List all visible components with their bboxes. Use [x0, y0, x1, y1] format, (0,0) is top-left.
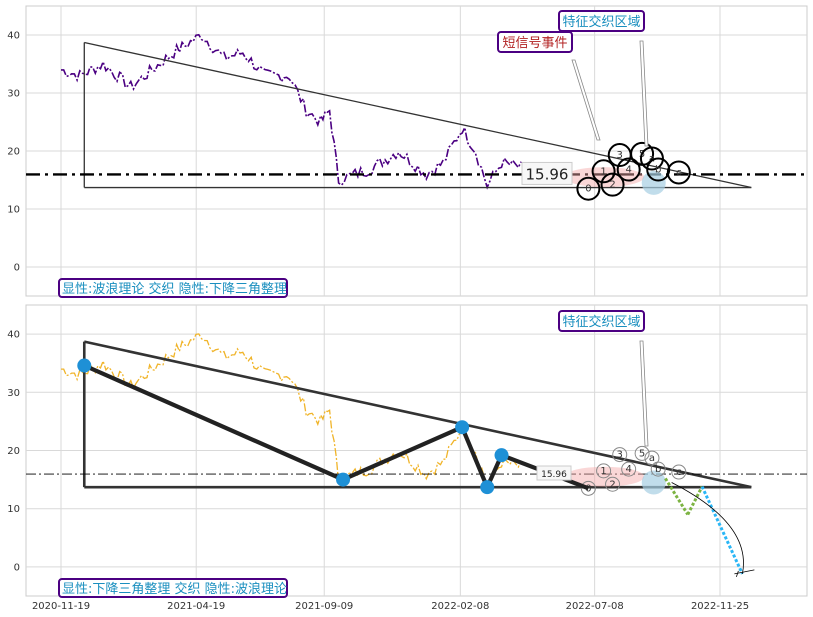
- wave-marker: [580, 480, 596, 496]
- x-tick-label: 2021-09-09: [295, 601, 353, 612]
- wave-marker: [591, 159, 616, 184]
- wave-marker-label: 1: [600, 466, 606, 477]
- y-tick-label: 40: [7, 31, 20, 42]
- wave-marker: [612, 447, 628, 463]
- wave-marker-label: 0: [585, 483, 591, 494]
- x-tick-label: 2021-04-19: [167, 601, 225, 612]
- wave-marker: [671, 464, 687, 480]
- pivot-point: [336, 472, 351, 487]
- wave-marker: [650, 461, 666, 477]
- feature-zone-box: [558, 310, 645, 332]
- triangle-upper-line: [84, 340, 752, 489]
- wave-marker-label: 2: [609, 180, 615, 191]
- triangle-upper-line: [84, 41, 752, 189]
- wave-marker: [576, 176, 601, 201]
- y-tick-label: 0: [14, 562, 20, 573]
- panel-caption: 显性:波浪理论 交织 隐性:下降三角整理: [58, 278, 288, 298]
- forecast-segment: [686, 485, 704, 516]
- wave-marker-label: c: [676, 467, 682, 478]
- caption-box: [58, 578, 288, 598]
- x-tick-label: 2022-11-25: [691, 601, 749, 612]
- wave-marker-label: b: [655, 464, 661, 475]
- short-signal-text: 短信号事件: [502, 36, 567, 51]
- y-tick-label: 0: [14, 263, 20, 274]
- short-signal-arrow: [571, 59, 601, 141]
- y-tick-label: 10: [7, 504, 20, 515]
- wave-path: [83, 363, 590, 493]
- wave-marker: [646, 157, 671, 182]
- price-series: [61, 33, 522, 190]
- panel-caption: 显性:下降三角整理 交织 隐性:波浪理论: [58, 578, 288, 598]
- y-tick-label: 20: [7, 446, 20, 457]
- wave-marker-label: a: [649, 154, 655, 165]
- wave-marker-label: 4: [625, 464, 631, 475]
- price-level-box: [521, 161, 573, 185]
- feature-zone-text: 特征交织区域: [562, 14, 640, 30]
- y-tick-label: 30: [7, 89, 20, 100]
- wave-marker-label: 2: [609, 479, 615, 490]
- wave-marker: [616, 157, 641, 182]
- feature-zone-callout: 特征交织区域: [558, 10, 649, 147]
- feature-zone-dot: [641, 170, 666, 195]
- feature-zone-dot: [641, 470, 666, 495]
- wave-marker: [666, 160, 691, 185]
- price-series: [61, 333, 522, 489]
- y-tick-label: 10: [7, 205, 20, 216]
- price-level-box: [536, 465, 572, 481]
- feature-zone-arrow: [639, 340, 649, 447]
- price-level-label: 15.96: [541, 470, 567, 480]
- x-axis: 2020-11-19 2021-04-19 2021-09-09 2022-02-08…: [32, 601, 749, 612]
- x-tick-label: 2022-07-08: [566, 601, 624, 612]
- wave-marker-label: 3: [617, 450, 623, 461]
- wave-marker: [600, 172, 625, 197]
- wave-marker-label: b: [655, 165, 661, 176]
- x-tick-label: 2020-11-19: [32, 601, 90, 612]
- feature-zone-arrow: [639, 40, 649, 147]
- feature-zone-callout: 特征交织区域: [558, 310, 649, 447]
- caption-text: 显性:波浪理论 交织 隐性:下降三角整理: [62, 281, 287, 297]
- feature-zone-shade: [564, 466, 645, 487]
- short-signal-callout: 短信号事件: [497, 31, 601, 141]
- pivot-point: [77, 358, 92, 373]
- wave-marker-label: 0: [585, 184, 591, 195]
- feature-zone-text: 特征交织区域: [562, 314, 640, 330]
- caption-box: [58, 278, 288, 298]
- pivot-point: [494, 448, 509, 463]
- short-signal-box: [497, 31, 573, 53]
- forecast-segment: [700, 485, 744, 575]
- y-tick-label: 20: [7, 147, 20, 158]
- pivot-point: [455, 420, 470, 435]
- caption-text: 显性:下降三角整理 交织 隐性:波浪理论: [62, 581, 287, 597]
- forecast-arc: [671, 482, 744, 574]
- pivot-point: [480, 480, 495, 495]
- wave-marker: [605, 476, 621, 492]
- wave-marker-label: a: [649, 453, 655, 464]
- wave-marker: [621, 461, 637, 477]
- wave-marker: [596, 463, 612, 479]
- x-tick-label: 2022-02-08: [431, 601, 489, 612]
- y-tick-label: 30: [7, 388, 20, 399]
- wave-marker-label: 4: [625, 165, 631, 176]
- feature-zone-box: [558, 10, 645, 32]
- y-tick-label: 40: [7, 330, 20, 341]
- wave-marker-label: 3: [617, 150, 623, 161]
- price-level-label: 15.96: [526, 165, 569, 183]
- forecast-segment: [664, 477, 690, 516]
- wave-marker-label: 5: [639, 448, 645, 459]
- wave-marker: [634, 445, 650, 461]
- forecast-tick: [734, 569, 755, 578]
- wave-marker-label: 1: [600, 166, 606, 177]
- wave-marker-label: c: [676, 167, 682, 178]
